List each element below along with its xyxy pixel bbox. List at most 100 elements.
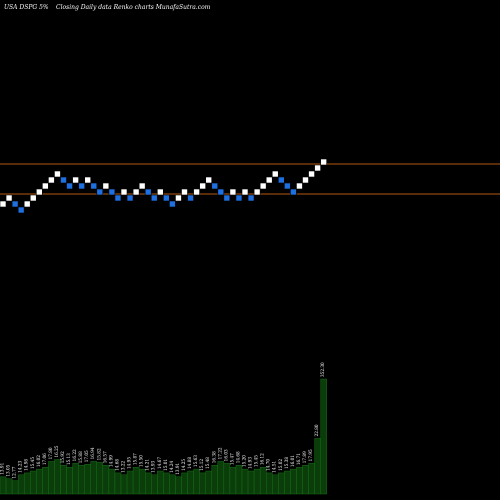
volume-bar (199, 472, 206, 495)
volume-label: 15.45 (30, 457, 35, 469)
volume-label: 13.91 (0, 462, 5, 474)
volume-label: 15.88 (78, 451, 83, 463)
volume-bar (302, 465, 309, 495)
volume-label: 15.20 (242, 455, 247, 467)
volume-label: 16.94 (90, 447, 95, 459)
volume-bar (72, 463, 79, 495)
volume-label: 16.12 (260, 453, 265, 465)
volume-bar (60, 465, 67, 495)
volume-label: 14.99 (108, 455, 113, 467)
volume-bar (223, 463, 231, 495)
renko-brick (320, 158, 327, 166)
renko-brick (108, 188, 116, 196)
volume-label: 15.12 (199, 459, 204, 471)
horizontal-lines (0, 163, 500, 195)
volume-label: 13.22 (121, 461, 126, 473)
renko-brick (150, 194, 158, 202)
volume-bar (132, 466, 140, 495)
volume-label: 17.05 (84, 450, 89, 462)
volume-bar (120, 474, 128, 495)
volume-label: 15.92 (60, 451, 65, 463)
renko-brick (205, 176, 212, 184)
volume-label: 17.95 (308, 449, 313, 461)
volume-label: 14.23 (18, 461, 23, 473)
renko-brick (175, 194, 182, 202)
volume-label: 15.38 (284, 457, 289, 469)
volume-bar (102, 465, 110, 495)
volume-label: 14.70 (266, 459, 271, 471)
renko-brick (290, 188, 297, 196)
volume-bar (229, 466, 237, 495)
renko-brick (84, 176, 91, 184)
volume-bar (78, 465, 85, 495)
volume-bar (247, 470, 255, 495)
renko-brick (96, 188, 104, 196)
volume-bar (193, 468, 200, 495)
volume-bar (235, 465, 243, 495)
renko-brick (0, 200, 7, 208)
volume-label: 16.03 (223, 449, 228, 461)
volume-bar (211, 465, 219, 495)
renko-brick (211, 182, 219, 190)
volume-bar (17, 474, 25, 495)
renko-brick (199, 182, 206, 190)
volume-label: 15.87 (133, 453, 138, 465)
volume-bar (241, 468, 249, 495)
volume-bar (90, 461, 98, 495)
volume-bar (296, 466, 303, 495)
volume-bar (84, 464, 91, 495)
volume-label: 17.80 (48, 447, 53, 459)
volume-label: 17.89 (302, 451, 307, 463)
volume-label: 15.47 (229, 453, 234, 465)
renko-brick (181, 188, 188, 196)
volume-label: 16.01 (290, 455, 295, 467)
renko-brick (247, 194, 255, 202)
renko-brick (78, 182, 85, 190)
volume-label: 14.98 (24, 459, 29, 471)
renko-brick (29, 194, 37, 202)
volume-bar (144, 472, 152, 495)
renko-brick (271, 170, 279, 178)
renko-brick (138, 182, 146, 190)
volume-label: 16.71 (296, 453, 301, 465)
renko-brick (187, 194, 194, 202)
renko-brick (17, 206, 25, 214)
renko-brick (296, 182, 303, 190)
renko-brick (42, 182, 49, 190)
renko-brick (302, 176, 309, 184)
renko-brick (169, 200, 176, 208)
volume-label: 14.68 (114, 459, 119, 471)
renko-brick (114, 194, 122, 202)
volume-label: 352.30 (320, 362, 325, 377)
volume-bar (163, 472, 170, 495)
volume-label: 15.13 (66, 453, 71, 465)
volume-label: 14.21 (145, 459, 150, 471)
volume-bar (308, 463, 315, 495)
volume-label: 17.22 (217, 447, 222, 459)
volume-bar (266, 472, 273, 495)
chart-description: Closing Daily data Renko charts MunafaSu… (56, 4, 211, 11)
volume-bar (54, 459, 61, 495)
renko-brick (48, 176, 55, 184)
renko-brick (66, 182, 73, 190)
renko-brick (102, 182, 110, 190)
renko-brick (54, 170, 61, 178)
volume-label: 14.67 (157, 457, 162, 469)
renko-brick (126, 194, 134, 202)
renko-brick (253, 188, 261, 196)
volume-label: 15.82 (96, 448, 101, 460)
volume-labels: 13.91 13.05 12.77 14.23 14.98 15.45 16.02 17.06… (0, 362, 325, 479)
volume-bar (48, 461, 55, 495)
volume-bar (114, 472, 122, 495)
volume-bar (314, 438, 321, 495)
renko-brick (120, 188, 128, 196)
renko-brick (193, 188, 200, 196)
renko-brick (241, 188, 249, 196)
volume-label: 14.24 (169, 461, 174, 473)
volume-bar (138, 468, 146, 495)
volume-label: 14.95 (127, 457, 132, 469)
volume-label: 16.38 (211, 451, 216, 463)
volume-label: 15.01 (163, 459, 168, 471)
